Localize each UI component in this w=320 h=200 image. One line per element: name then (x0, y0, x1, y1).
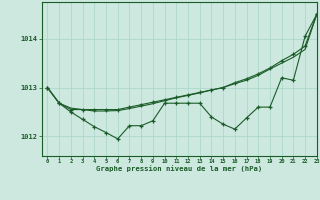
X-axis label: Graphe pression niveau de la mer (hPa): Graphe pression niveau de la mer (hPa) (96, 165, 262, 172)
